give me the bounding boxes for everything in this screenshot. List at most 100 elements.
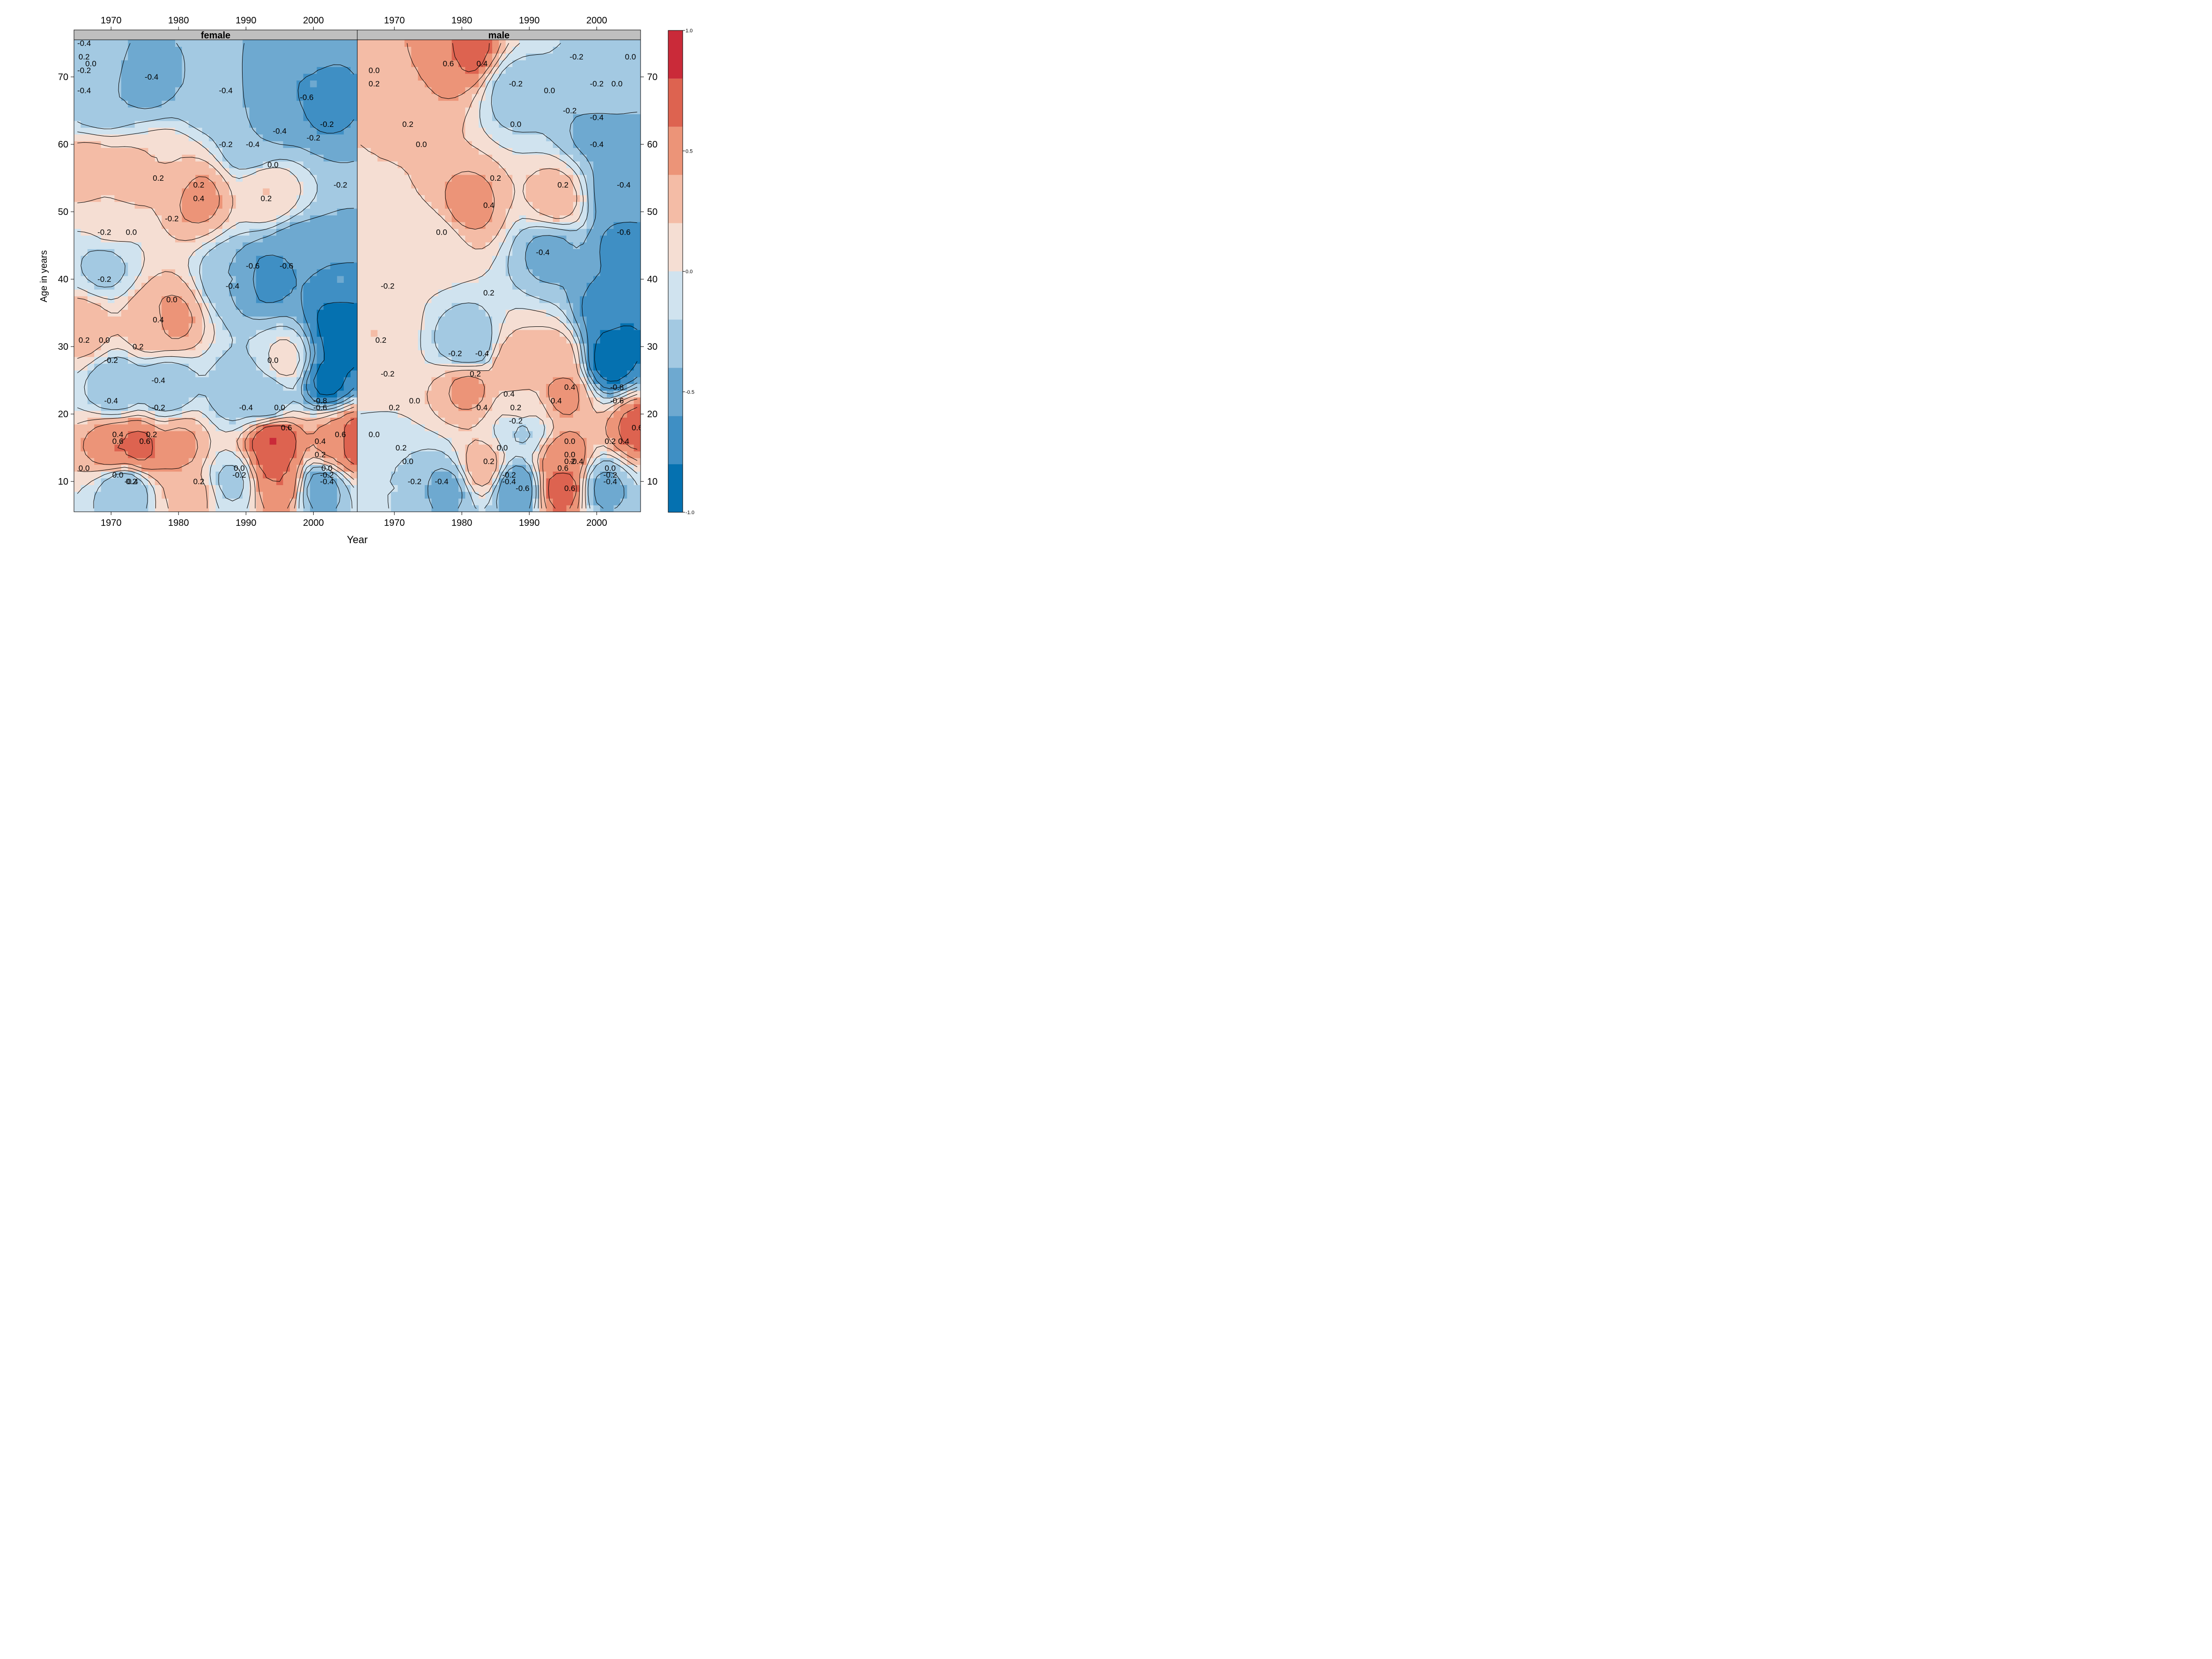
- heatmap-cell: [485, 235, 493, 243]
- heatmap-cell: [479, 336, 486, 344]
- contour-label: -0.2: [104, 356, 118, 365]
- heatmap-cell: [134, 249, 142, 256]
- heatmap-cell: [370, 60, 378, 67]
- heatmap-cell: [519, 323, 526, 330]
- heatmap-cell: [269, 356, 277, 364]
- heatmap-cell: [485, 316, 493, 324]
- heatmap-cell: [256, 255, 263, 263]
- heatmap-cell: [182, 249, 189, 256]
- heatmap-cell: [465, 336, 472, 344]
- heatmap-cell: [141, 127, 149, 135]
- heatmap-cell: [364, 296, 371, 303]
- heatmap-cell: [479, 188, 486, 195]
- heatmap-cell: [492, 377, 500, 384]
- heatmap-cell: [492, 505, 500, 512]
- heatmap-cell: [539, 471, 546, 479]
- heatmap-cell: [377, 411, 385, 418]
- heatmap-cell: [377, 498, 385, 506]
- heatmap-cell: [236, 195, 243, 202]
- heatmap-cell: [485, 336, 493, 344]
- heatmap-cell: [74, 444, 81, 451]
- heatmap-cell: [236, 289, 243, 296]
- heatmap-cell: [526, 221, 533, 229]
- heatmap-cell: [310, 478, 317, 485]
- heatmap-cell: [222, 370, 229, 377]
- heatmap-cell: [256, 343, 263, 350]
- heatmap-cell: [330, 377, 338, 384]
- heatmap-cell: [236, 417, 243, 425]
- heatmap-cell: [94, 201, 102, 209]
- heatmap-cell: [175, 390, 183, 398]
- heatmap-cell: [505, 249, 513, 256]
- heatmap-cell: [229, 147, 236, 155]
- heatmap-cell: [438, 195, 445, 202]
- heatmap-cell: [195, 80, 203, 88]
- heatmap-cell: [344, 269, 351, 276]
- heatmap-cell: [175, 94, 183, 101]
- heatmap-cell: [121, 201, 128, 209]
- heatmap-cell: [451, 87, 459, 94]
- heatmap-cell: [330, 120, 338, 128]
- heatmap-cell: [229, 485, 236, 492]
- heatmap-cell: [539, 397, 546, 405]
- heatmap-cell: [243, 478, 250, 485]
- heatmap-cell: [276, 465, 284, 472]
- heatmap-cell: [222, 411, 229, 418]
- heatmap-cell: [370, 80, 378, 88]
- heatmap-cell: [296, 289, 304, 296]
- heatmap-cell: [472, 195, 479, 202]
- heatmap-cell: [411, 478, 419, 485]
- heatmap-cell: [229, 310, 236, 317]
- heatmap-cell: [492, 350, 500, 357]
- heatmap-cell: [323, 242, 331, 249]
- heatmap-cell: [404, 444, 412, 451]
- heatmap-cell: [532, 276, 540, 283]
- heatmap-cell: [512, 175, 520, 182]
- heatmap-cell: [472, 390, 479, 398]
- heatmap-cell: [377, 451, 385, 458]
- heatmap-cell: [202, 431, 209, 438]
- heatmap-cell: [344, 262, 351, 270]
- heatmap-cell: [438, 201, 445, 209]
- heatmap-cell: [344, 350, 351, 357]
- heatmap-cell: [418, 255, 425, 263]
- heatmap-cell: [296, 363, 304, 371]
- heatmap-cell: [458, 127, 466, 135]
- heatmap-cell: [114, 255, 122, 263]
- heatmap-cell: [445, 120, 452, 128]
- heatmap-cell: [519, 276, 526, 283]
- heatmap-cell: [269, 235, 277, 243]
- heatmap-cell: [276, 437, 284, 445]
- heatmap-cell: [337, 363, 344, 371]
- heatmap-cell: [364, 235, 371, 243]
- heatmap-cell: [256, 114, 263, 121]
- heatmap-cell: [377, 316, 385, 324]
- heatmap-cell: [323, 431, 331, 438]
- heatmap-cell: [202, 87, 209, 94]
- heatmap-cell: [505, 229, 513, 236]
- heatmap-cell: [128, 383, 135, 391]
- heatmap-cell: [81, 356, 88, 364]
- heatmap-cell: [337, 255, 344, 263]
- heatmap-cell: [283, 134, 290, 141]
- heatmap-cell: [404, 302, 412, 310]
- heatmap-cell: [269, 330, 277, 337]
- heatmap-cell: [398, 195, 405, 202]
- heatmap-cell: [398, 221, 405, 229]
- heatmap-cell: [269, 242, 277, 249]
- heatmap-cell: [236, 478, 243, 485]
- heatmap-cell: [74, 330, 81, 337]
- heatmap-cell: [269, 350, 277, 357]
- heatmap-cell: [370, 417, 378, 425]
- heatmap-cell: [209, 397, 216, 405]
- heatmap-cell: [499, 229, 506, 236]
- heatmap-cell: [344, 229, 351, 236]
- heatmap-cell: [458, 147, 466, 155]
- heatmap-cell: [256, 134, 263, 141]
- heatmap-cell: [195, 478, 203, 485]
- heatmap-cell: [539, 229, 546, 236]
- heatmap-cell: [101, 80, 108, 88]
- heatmap-cell: [256, 208, 263, 215]
- heatmap-cell: [451, 46, 459, 54]
- heatmap-cell: [303, 471, 310, 479]
